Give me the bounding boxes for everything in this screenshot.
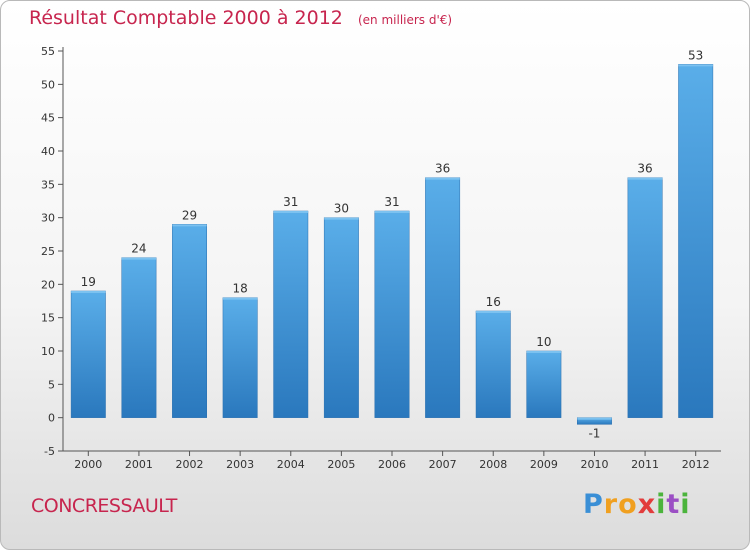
y-tick-label: 35 — [41, 178, 55, 191]
title-row: Résultat Comptable 2000 à 2012 (en milli… — [29, 7, 452, 29]
y-tick-label: 15 — [41, 312, 55, 325]
bar-2012 — [678, 64, 714, 418]
value-labels: 19 24 29 18 31 30 31 36 16 10 -1 36 53 — [81, 48, 704, 440]
y-tick-label: 10 — [41, 345, 55, 358]
brand-letter: o — [618, 489, 638, 520]
brand-letter: t — [666, 489, 681, 520]
bar-2007 — [425, 177, 461, 418]
bar-highlight — [374, 211, 410, 213]
bar-highlight — [678, 64, 713, 67]
x-tick-label: 2003 — [226, 458, 254, 471]
x-tick-label: 2005 — [327, 458, 355, 471]
bar-highlight — [627, 177, 663, 180]
x-tick-label: 2002 — [176, 458, 204, 471]
bar-2006 — [374, 210, 410, 418]
x-tick-label: 2009 — [530, 458, 558, 471]
x-tick-label: 2012 — [682, 458, 710, 471]
x-tick-label: 2008 — [479, 458, 507, 471]
data-label: 19 — [81, 275, 96, 289]
brand-logo: Proxiti — [583, 489, 691, 520]
bar-highlight — [121, 257, 157, 260]
bar-highlight — [425, 177, 460, 180]
data-label: 16 — [486, 295, 501, 309]
bar-2000 — [70, 290, 106, 418]
bar-highlight — [324, 217, 359, 220]
chart-title: Résultat Comptable 2000 à 2012 — [29, 7, 343, 29]
y-tick-label: -5 — [44, 445, 55, 458]
brand-letter: i — [656, 489, 667, 520]
bar-highlight — [222, 297, 258, 300]
bar-2003 — [222, 297, 258, 418]
x-tick-label: 2000 — [74, 458, 102, 471]
bar-highlight — [172, 224, 207, 227]
y-tick-label: 40 — [41, 145, 55, 158]
bar-2002 — [172, 224, 207, 418]
data-label: 53 — [688, 48, 703, 62]
y-tick-label: 55 — [41, 45, 55, 58]
bar-highlight — [273, 211, 308, 213]
axes: -5 0 5 10 15 20 25 30 35 40 45 50 55 2000 2001 2002 2003… — [41, 45, 721, 471]
data-label: 31 — [384, 195, 399, 209]
y-tick-label: 30 — [41, 212, 55, 225]
x-tick-label: 2010 — [580, 458, 608, 471]
data-label: -1 — [588, 426, 600, 440]
bar-2009 — [526, 350, 562, 418]
data-label: 30 — [334, 202, 349, 216]
y-tick-label: 20 — [41, 278, 55, 291]
bar-2005 — [323, 217, 359, 418]
x-tick-label: 2006 — [378, 458, 406, 471]
bar-2004 — [273, 210, 309, 418]
bar-highlight — [526, 351, 562, 353]
y-tick-label: 0 — [48, 412, 55, 425]
data-label: 18 — [233, 282, 248, 296]
x-tick-label: 2001 — [125, 458, 153, 471]
bar-highlight — [577, 417, 612, 420]
bar-2011 — [627, 177, 663, 418]
chart-unit: (en milliers d'€) — [357, 13, 453, 27]
brand-letter: P — [583, 489, 604, 520]
y-tick-label: 45 — [41, 112, 55, 125]
bar-2008 — [475, 310, 511, 418]
data-label: 36 — [637, 162, 652, 176]
y-tick-label: 5 — [48, 378, 55, 391]
bars — [70, 64, 714, 425]
bar-2001 — [121, 257, 157, 418]
x-tick-label: 2007 — [429, 458, 457, 471]
data-label: 10 — [536, 335, 551, 349]
y-tick-label: 50 — [41, 78, 55, 91]
bar-highlight — [71, 291, 106, 293]
y-tick-label: 25 — [41, 245, 55, 258]
bar-highlight — [476, 311, 511, 313]
x-tick-label: 2011 — [631, 458, 659, 471]
brand-letter: x — [637, 489, 657, 520]
brand-letter: i — [680, 489, 691, 520]
town-name: CONCRESSAULT — [31, 495, 177, 517]
data-label: 24 — [131, 242, 146, 256]
brand-letter: r — [603, 489, 619, 520]
x-tick-label: 2004 — [277, 458, 305, 471]
data-label: 29 — [182, 208, 197, 222]
data-label: 31 — [283, 195, 298, 209]
data-label: 36 — [435, 162, 450, 176]
